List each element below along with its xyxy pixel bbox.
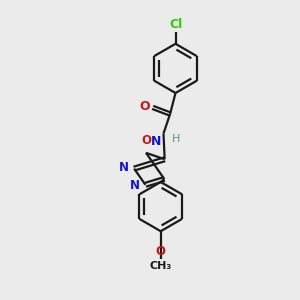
- Text: N: N: [119, 161, 129, 174]
- Text: O: O: [156, 245, 166, 258]
- Text: CH₃: CH₃: [150, 261, 172, 271]
- Text: Cl: Cl: [169, 18, 182, 31]
- Text: H: H: [172, 134, 180, 144]
- Text: O: O: [142, 134, 152, 147]
- Text: N: N: [130, 179, 140, 193]
- Text: N: N: [151, 135, 161, 148]
- Text: O: O: [140, 100, 150, 113]
